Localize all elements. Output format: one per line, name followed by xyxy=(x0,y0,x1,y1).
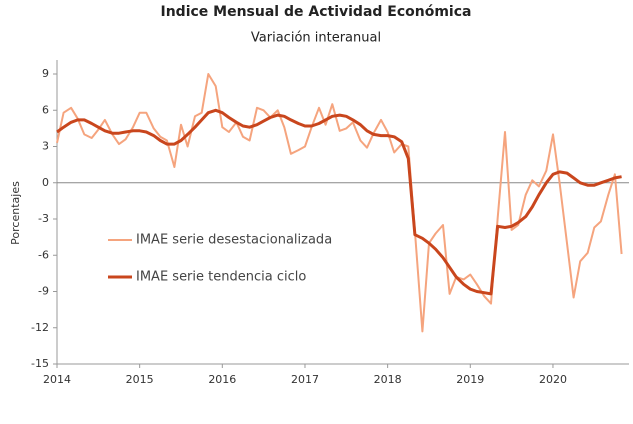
x-tick-label: 2016 xyxy=(208,373,236,386)
data-line xyxy=(56,73,623,333)
y-tick-label: 3 xyxy=(42,140,49,153)
chart-subtitle: Variación interanual xyxy=(251,31,381,46)
y-tick-label: 9 xyxy=(42,67,49,80)
y-tick-label: -15 xyxy=(31,357,49,370)
x-tick-label: 2017 xyxy=(291,373,319,386)
x-tick-label: 2020 xyxy=(539,373,567,386)
x-tick-label: 2014 xyxy=(43,373,71,386)
y-tick-label: 0 xyxy=(42,176,49,189)
y-tick-label: -3 xyxy=(38,212,49,225)
y-axis-label: Porcentajes xyxy=(9,181,22,245)
legend-label: IMAE serie desestacionalizada xyxy=(136,233,332,248)
y-tick-label: 6 xyxy=(42,103,49,116)
x-tick-label: 2018 xyxy=(374,373,402,386)
y-tick-label: -12 xyxy=(31,321,49,334)
x-tick-label: 2015 xyxy=(126,373,154,386)
y-tick-label: -9 xyxy=(38,285,49,298)
y-tick-label: -6 xyxy=(38,248,49,261)
legend-label: IMAE serie tendencia ciclo xyxy=(136,270,306,285)
x-tick-label: 2019 xyxy=(456,373,484,386)
data-line xyxy=(56,108,622,296)
chart-title: Indice Mensual de Actividad Económica xyxy=(161,4,472,20)
